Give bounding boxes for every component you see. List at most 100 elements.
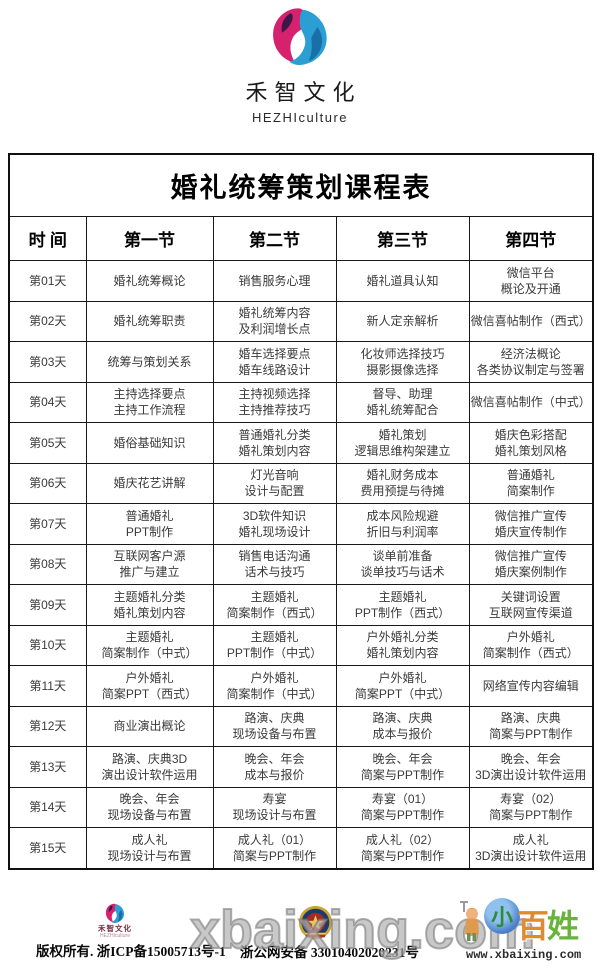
- course-cell: 婚礼道具认知: [335, 260, 470, 302]
- course-cell: 路演、庆典 简案与PPT制作: [468, 705, 594, 747]
- course-cell: 主持选择要点 主持工作流程: [85, 381, 214, 423]
- course-cell: 普通婚礼 简案制作: [468, 462, 594, 504]
- course-cell: 户外婚礼 简案PPT（西式）: [85, 665, 214, 707]
- course-cell: 微信推广宣传 婚庆宣传制作: [468, 503, 594, 545]
- course-cell: 路演、庆典 现场设备与布置: [212, 705, 337, 747]
- header-session-3: 第三节: [335, 216, 470, 261]
- header-time: 时 间: [8, 216, 87, 261]
- brand-name-cn: 禾智文化: [245, 80, 362, 105]
- course-cell: 寿宴（02） 简案与PPT制作: [468, 786, 594, 828]
- day-cell: 第06天: [8, 462, 87, 504]
- hezhi-logo-icon: [273, 8, 327, 66]
- course-cell: 主题婚礼 简案制作（中式）: [85, 624, 214, 666]
- table-row: 第05天 婚俗基础知识 普通婚礼分类 婚礼策划内容 婚礼策划 逻辑思维构架建立 婚庆色彩…: [8, 422, 594, 464]
- xbaixing-watermark-logo: 小 百 姓: [458, 898, 579, 942]
- header-session-4: 第四节: [468, 216, 594, 261]
- table-row: 第13天 路演、庆典3D 演出设计软件运用 晚会、年会 成本与报价 晚会、年会 简案与…: [8, 746, 594, 788]
- course-cell: 主题婚礼 简案制作（西式）: [212, 584, 337, 626]
- table-row: 第12天 商业演出概论 路演、庆典 现场设备与布置 路演、庆典 成本与报价 路演、庆典 …: [8, 705, 594, 747]
- day-cell: 第05天: [8, 422, 87, 464]
- table-header-row: 时 间 第一节 第二节 第三节 第四节: [8, 216, 594, 261]
- day-cell: 第03天: [8, 341, 87, 383]
- day-cell: 第01天: [8, 260, 87, 302]
- day-cell: 第11天: [8, 665, 87, 707]
- table-title: 婚礼统筹策划课程表: [8, 153, 594, 217]
- copyright-text: 版权所有. 浙ICP备15005713号-1: [36, 944, 226, 959]
- day-cell: 第09天: [8, 584, 87, 626]
- table-row: 第02天 婚礼统筹职责 婚礼统筹内容 及利润增长点 新人定亲解析 微信喜帖制作（西式）: [8, 300, 594, 342]
- course-cell: 主题婚礼 PPT制作（西式）: [335, 584, 470, 626]
- header-session-2: 第二节: [212, 216, 337, 261]
- course-cell: 主持视频选择 主持推荐技巧: [212, 381, 337, 423]
- xbaixing-watermark-url: www.xbaixing.com: [466, 948, 582, 962]
- course-cell: 路演、庆典3D 演出设计软件运用: [85, 746, 214, 788]
- course-cell: 婚礼统筹概论: [85, 260, 214, 302]
- course-table: 婚礼统筹策划课程表 时 间 第一节 第二节 第三节 第四节 第01天 婚礼统筹概论…: [8, 153, 595, 870]
- table-row: 第14天 晚会、年会 现场设备与布置 寿宴 现场设计与布置 寿宴（01） 简案与PPT…: [8, 786, 594, 828]
- table-row: 第15天 成人礼 现场设计与布置 成人礼（01） 简案与PPT制作 成人礼（02） 简…: [8, 827, 594, 869]
- course-cell: 成人礼 3D演出设计软件运用: [468, 827, 594, 869]
- course-cell: 成本风险规避 折旧与利润率: [335, 503, 470, 545]
- course-cell: 婚礼统筹职责: [85, 300, 214, 342]
- brand-name-en: HEZHIculture: [251, 110, 349, 125]
- course-cell: 商业演出概论: [85, 705, 214, 747]
- day-cell: 第14天: [8, 786, 87, 828]
- day-cell: 第12天: [8, 705, 87, 747]
- course-cell: 灯光音响 设计与配置: [212, 462, 337, 504]
- course-cell: 婚礼统筹内容 及利润增长点: [212, 300, 337, 342]
- footer-mini-brand: 禾智文化 HEZHIculture: [84, 903, 146, 939]
- course-cell: 户外婚礼分类 婚礼策划内容: [335, 624, 470, 666]
- course-cell: 户外婚礼 简案PPT（中式）: [335, 665, 470, 707]
- course-cell: 成人礼（02） 简案与PPT制作: [335, 827, 470, 869]
- security-record-text: 浙公网安备 33010402020231号: [240, 945, 419, 960]
- table-row: 第06天 婚庆花艺讲解 灯光音响 设计与配置 婚礼财务成本 费用预提与待摊 普通婚礼 简…: [8, 462, 594, 504]
- course-cell: 网络宣传内容编辑: [468, 665, 594, 707]
- course-cell: 寿宴 现场设计与布置: [212, 786, 337, 828]
- course-cell: 微信喜帖制作（西式）: [468, 300, 594, 342]
- course-cell: 婚车选择要点 婚车线路设计: [212, 341, 337, 383]
- header-session-1: 第一节: [85, 216, 214, 261]
- course-cell: 婚庆色彩搭配 婚礼策划风格: [468, 422, 594, 464]
- table-body: 第01天 婚礼统筹概论 销售服务心理 婚礼道具认知 微信平台 概论及开通 第02天 婚礼统筹…: [8, 260, 594, 869]
- course-cell: 3D软件知识 婚礼现场设计: [212, 503, 337, 545]
- table-row: 第11天 户外婚礼 简案PPT（西式） 户外婚礼 简案制作（中式） 户外婚礼 简案PP…: [8, 665, 594, 707]
- table-row: 第08天 互联网客户源 推广与建立 销售电话沟通 话术与技巧 谈单前准备 谈单技巧与话…: [8, 543, 594, 585]
- day-cell: 第04天: [8, 381, 87, 423]
- mascot-char-small: 小: [490, 905, 513, 930]
- course-cell: 微信平台 概论及开通: [468, 260, 594, 302]
- brand-header: 禾智文化 HEZHIculture: [0, 6, 600, 125]
- table-title-row: 婚礼统筹策划课程表: [8, 153, 594, 217]
- table-row: 第07天 普通婚礼 PPT制作 3D软件知识 婚礼现场设计 成本风险规避 折旧与利润率…: [8, 503, 594, 545]
- course-cell: 晚会、年会 简案与PPT制作: [335, 746, 470, 788]
- course-cell: 主题婚礼分类 婚礼策划内容: [85, 584, 214, 626]
- course-cell: 成人礼（01） 简案与PPT制作: [212, 827, 337, 869]
- farmer-mascot-icon: [460, 901, 480, 941]
- course-cell: 互联网客户源 推广与建立: [85, 543, 214, 585]
- course-cell: 化妆师选择技巧 摄影摄像选择: [335, 341, 470, 383]
- table-row: 第04天 主持选择要点 主持工作流程 主持视频选择 主持推荐技巧 督导、助理 婚礼统筹…: [8, 381, 594, 423]
- day-cell: 第02天: [8, 300, 87, 342]
- day-cell: 第10天: [8, 624, 87, 666]
- course-cell: 微信推广宣传 婚庆案例制作: [468, 543, 594, 585]
- course-cell: 婚礼策划 逻辑思维构架建立: [335, 422, 470, 464]
- footer-brand-cn: 禾智文化: [98, 924, 132, 933]
- course-cell: 普通婚礼 PPT制作: [85, 503, 214, 545]
- day-cell: 第07天: [8, 503, 87, 545]
- course-cell: 微信喜帖制作（中式）: [468, 381, 594, 423]
- day-cell: 第15天: [8, 827, 87, 869]
- course-cell: 寿宴（01） 简案与PPT制作: [335, 786, 470, 828]
- course-cell: 经济法概论 各类协议制定与签署: [468, 341, 594, 383]
- day-cell: 第13天: [8, 746, 87, 788]
- hezhi-logo-small-icon: [105, 903, 125, 924]
- police-badge-icon: [298, 905, 333, 940]
- course-cell: 成人礼 现场设计与布置: [85, 827, 214, 869]
- course-cell: 谈单前准备 谈单技巧与话术: [335, 543, 470, 585]
- course-cell: 普通婚礼分类 婚礼策划内容: [212, 422, 337, 464]
- course-cell: 婚礼财务成本 费用预提与待摊: [335, 462, 470, 504]
- course-cell: 路演、庆典 成本与报价: [335, 705, 470, 747]
- footer-brand-en: HEZHIculture: [99, 932, 130, 939]
- course-cell: 主题婚礼 PPT制作（中式）: [212, 624, 337, 666]
- course-cell: 婚庆花艺讲解: [85, 462, 214, 504]
- mascot-char-xing: 姓: [547, 908, 580, 944]
